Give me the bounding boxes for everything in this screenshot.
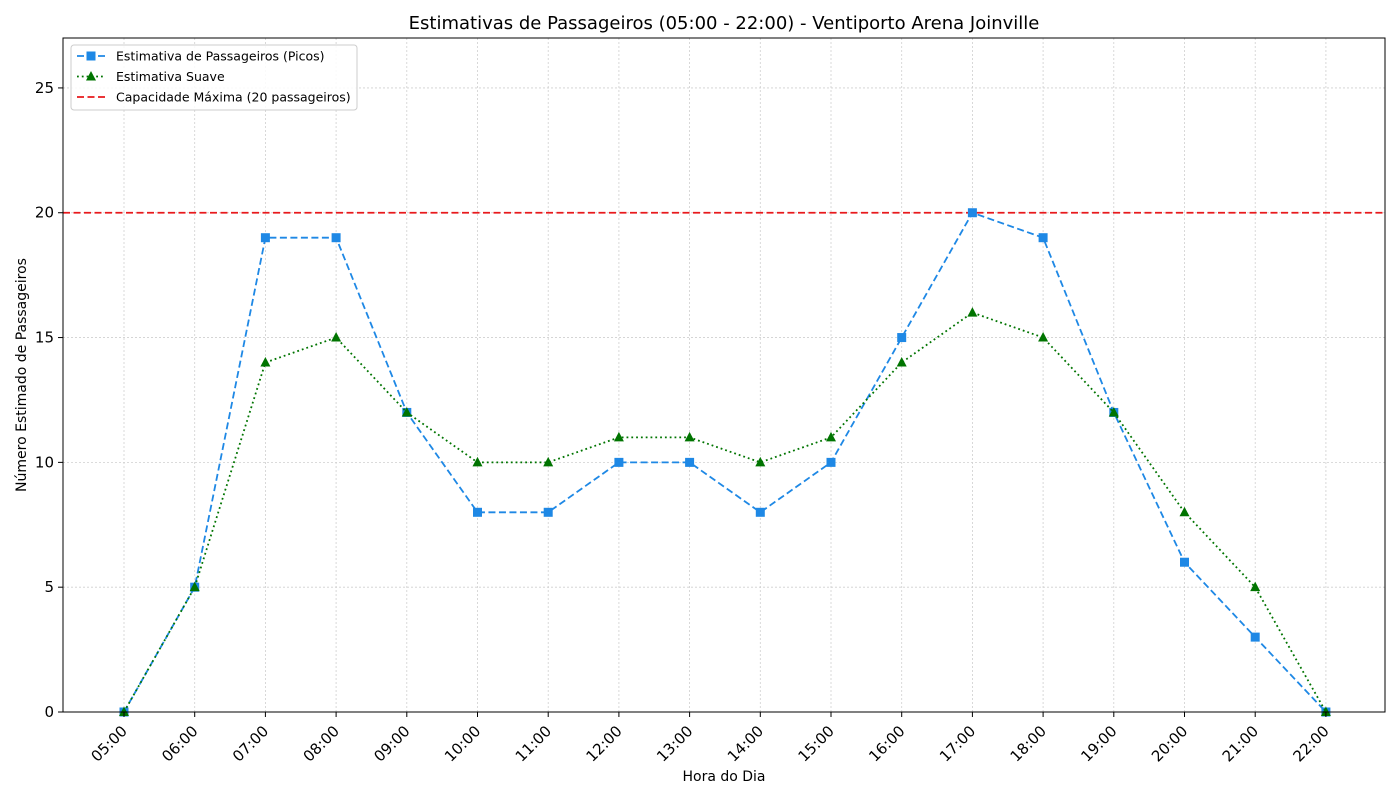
x-tick-label: 20:00 xyxy=(1148,722,1191,765)
legend-marker-1 xyxy=(86,51,96,61)
series-1-point xyxy=(543,507,553,517)
x-tick-label: 13:00 xyxy=(653,722,696,765)
x-tick-label: 05:00 xyxy=(88,722,131,765)
series-2-point xyxy=(896,357,907,367)
y-tick-label: 5 xyxy=(44,578,54,596)
series-2-point xyxy=(260,357,271,367)
y-axis-label: Número Estimado de Passageiros xyxy=(14,258,30,492)
series-1-line xyxy=(123,211,1327,713)
x-tick-label: 22:00 xyxy=(1289,722,1332,765)
series-2-point xyxy=(189,581,200,592)
series-1-point xyxy=(1038,233,1048,243)
x-tick-label: 14:00 xyxy=(724,722,767,765)
y-tick-label: 20 xyxy=(35,204,54,222)
y-tick-label: 15 xyxy=(35,329,54,347)
series-1-point xyxy=(755,507,765,517)
y-tick-label: 0 xyxy=(44,703,54,721)
series-1-point xyxy=(1250,632,1260,642)
y-axis-ticks: 0 5 10 15 20 25 xyxy=(35,79,63,721)
plot-frame xyxy=(62,37,1386,713)
series-2 xyxy=(119,307,1331,716)
x-tick-label: 12:00 xyxy=(582,722,625,765)
series-1-point xyxy=(260,233,270,243)
series-2-point xyxy=(543,456,554,467)
x-tick-label: 16:00 xyxy=(865,722,908,765)
series-1-point xyxy=(614,457,624,467)
grid-lines xyxy=(63,38,1385,713)
x-tick-label: 17:00 xyxy=(936,722,979,765)
x-axis-ticks: 05:00 06:00 07:00 08:00 09:00 10:00 11:00 12:00… xyxy=(88,712,1333,765)
series-1-point xyxy=(1180,557,1189,567)
x-tick-label: 18:00 xyxy=(1007,722,1050,765)
legend-label-2: Estimativa Suave xyxy=(116,69,225,84)
series-2-point xyxy=(401,406,412,417)
series-2-point xyxy=(1250,581,1261,592)
y-tick-label: 25 xyxy=(35,79,54,97)
series-2-point xyxy=(1320,706,1331,716)
series-2-point xyxy=(1108,406,1119,417)
y-tick-label: 10 xyxy=(35,453,54,471)
series-2-point xyxy=(119,706,129,716)
x-axis-label: Hora do Dia xyxy=(682,769,765,785)
series-2-point xyxy=(755,456,766,467)
series-1-point xyxy=(331,233,341,243)
x-tick-label: 07:00 xyxy=(229,722,272,765)
x-tick-label: 06:00 xyxy=(158,722,201,765)
x-tick-label: 08:00 xyxy=(300,722,343,765)
series-2-point xyxy=(331,332,342,342)
series-2-point xyxy=(826,431,836,442)
x-tick-label: 11:00 xyxy=(512,722,555,765)
x-tick-label: 09:00 xyxy=(370,722,413,765)
series-2-point xyxy=(684,431,695,442)
x-tick-label: 15:00 xyxy=(795,722,838,765)
series-1-point xyxy=(897,333,907,343)
series-1-point xyxy=(967,208,977,218)
chart-title: Estimativas de Passageiros (05:00 - 22:0… xyxy=(409,13,1040,34)
series-2-point xyxy=(967,307,978,317)
series-2-point xyxy=(1179,506,1190,517)
legend-marker-2 xyxy=(86,71,96,81)
series-1-point xyxy=(685,457,695,467)
series-2-point xyxy=(1038,332,1049,342)
legend-box xyxy=(70,44,358,111)
legend-label-1: Estimativa de Passageiros (Picos) xyxy=(116,49,325,64)
x-tick-label: 21:00 xyxy=(1219,722,1262,765)
legend: Estimativa de Passageiros (Picos) Estimat… xyxy=(70,44,358,111)
series-2-point xyxy=(472,456,483,467)
series-2-line xyxy=(123,311,1327,713)
series-2-point xyxy=(613,431,624,442)
x-tick-label: 10:00 xyxy=(441,722,484,765)
series-1-point xyxy=(473,507,482,517)
series-1-point xyxy=(826,457,836,467)
x-tick-label: 19:00 xyxy=(1077,722,1120,765)
legend-label-3: Capacidade Máxima (20 passageiros) xyxy=(116,90,351,105)
